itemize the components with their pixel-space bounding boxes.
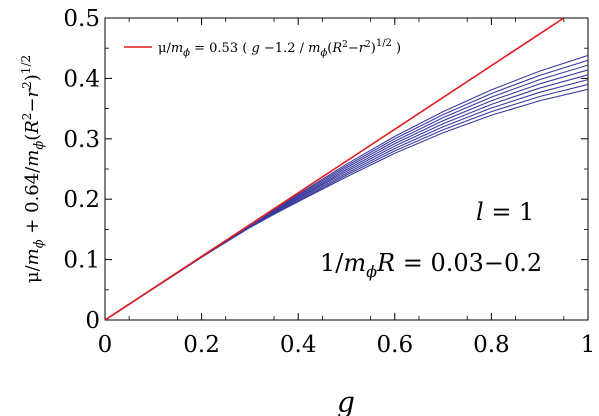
annotation-mphiR: 1/mϕR = 0.03−0.2 — [320, 249, 542, 281]
series-layer — [105, 18, 588, 320]
annotation-l: l = 1 — [476, 198, 534, 226]
y-tick-label: 0.4 — [63, 66, 100, 92]
series-line-1 — [105, 54, 588, 320]
y-axis-label: μ/mϕ + 0.64/mϕ(R2−r2)1/2 — [19, 55, 47, 283]
x-axis-ticks: 0 0.2 0.4 0.6 0.8 1 — [98, 18, 596, 358]
y-tick-label: 0.2 — [63, 187, 100, 213]
x-tick-label: 0.6 — [377, 332, 414, 358]
x-tick-label: 0.8 — [473, 332, 510, 358]
legend-label: μ/mϕ = 0.53 ( g −1.2 / mϕ(R2−r2)1/2 ) — [158, 38, 401, 59]
y-axis-ticks: 0 0.1 0.2 0.3 0.4 0.5 — [63, 6, 588, 334]
x-tick-label: 0.4 — [280, 332, 317, 358]
series-line-fit — [105, 18, 565, 320]
legend: μ/mϕ = 0.53 ( g −1.2 / mϕ(R2−r2)1/2 ) — [124, 38, 401, 59]
series-line-2 — [105, 59, 588, 320]
x-tick-label: 1 — [581, 332, 596, 358]
x-tick-label: 0 — [98, 332, 113, 358]
y-tick-label: 0.5 — [63, 6, 100, 32]
series-line-3 — [105, 64, 588, 320]
x-axis-label: g — [337, 386, 355, 416]
y-tick-label: 0 — [85, 308, 100, 334]
y-tick-label: 0.3 — [63, 127, 100, 153]
x-tick-label: 0.2 — [183, 332, 220, 358]
y-tick-label: 0.1 — [63, 248, 100, 274]
